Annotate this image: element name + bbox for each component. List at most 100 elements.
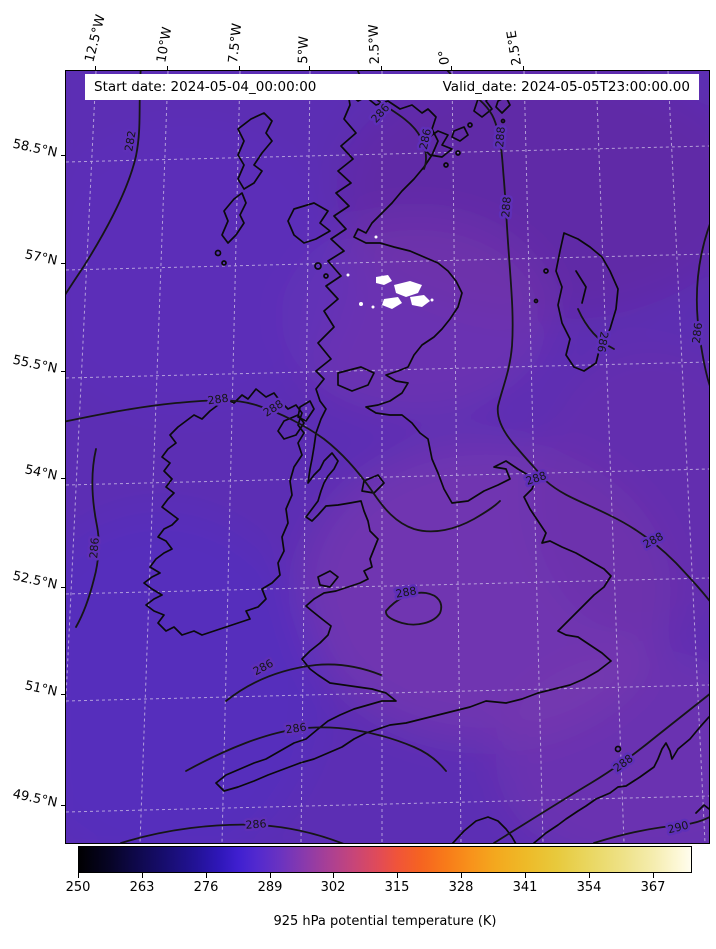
x-tick-mark (239, 66, 240, 70)
x-tick-mark (309, 66, 310, 70)
theta-contours (66, 71, 709, 843)
contour-288-midlands (385, 591, 443, 626)
contour-286-right-edge (695, 224, 709, 387)
valid-date-text: Valid_date: 2024-05-05T23:00:00.00 (442, 79, 690, 95)
coastline-orkney (451, 126, 469, 142)
x-tick-label: 2.5°E (504, 29, 526, 67)
missing-data-dot (371, 305, 375, 309)
coastline-norway (555, 232, 619, 372)
coastline-isle-of-man (361, 474, 385, 494)
x-tick-mark (167, 66, 168, 70)
coastline-great-britain (215, 92, 612, 792)
missing-data-patch (394, 281, 422, 297)
parallel-gridline (66, 795, 709, 813)
parallel-gridline (66, 577, 709, 595)
missing-data-patch (410, 295, 430, 307)
x-tick-label: 5°W (296, 35, 312, 64)
contour-label: 286 (690, 322, 705, 344)
contour-label: 288 (395, 584, 418, 600)
colorbar-tick-label: 302 (320, 880, 346, 895)
y-tick-label: 49.5°N (11, 786, 59, 811)
y-tick-mark (61, 694, 65, 695)
contour-286-south-ireland (225, 663, 382, 702)
x-tick-label: 7.5°W (226, 22, 246, 64)
colorbar-tick-label: 328 (448, 880, 474, 895)
missing-data-patch (376, 275, 392, 285)
contour-label: 288 (493, 126, 508, 148)
coastline-anglesey (317, 570, 339, 588)
x-tick-label: 10°W (154, 25, 176, 64)
parallel-gridline (66, 145, 709, 163)
field-patch (281, 216, 551, 416)
field-patch (66, 511, 321, 843)
colorbar-tick-mark (461, 873, 462, 878)
y-tick-mark (61, 371, 65, 372)
coastline-jura (297, 400, 315, 422)
colorbar-tick-mark (142, 873, 143, 878)
coastline-small-isle (314, 262, 322, 270)
coastlines (143, 82, 709, 843)
map-canvas-svg: 282 286 286 288 288 288 288 288 288 288 … (66, 71, 709, 843)
colorbar-gradient (78, 846, 692, 873)
contour-288-channel (493, 693, 709, 843)
contour-286-norway (577, 308, 615, 350)
coastline-channel-island (628, 758, 634, 764)
meridian-gridline (595, 71, 625, 843)
contour-label: 286 (245, 817, 267, 831)
coastline-channel-island (614, 745, 622, 753)
contour-288-west (66, 399, 501, 533)
y-tick-label: 51°N (23, 678, 59, 700)
x-tick-mark (523, 66, 524, 70)
colorbar-tick-mark (589, 873, 590, 878)
parallel-gridline (66, 684, 709, 702)
contour-label: 286 (285, 721, 308, 737)
coastline-mull (337, 366, 375, 392)
x-tick-label: 12.5°W (82, 13, 109, 64)
contour-label: 288 (207, 392, 230, 408)
y-tick-mark (61, 155, 65, 156)
meridian-gridline (300, 71, 311, 843)
coastline-france (533, 716, 709, 843)
coastline-cotentin (695, 804, 709, 814)
missing-data-patches (346, 235, 434, 309)
colorbar-tick-mark (206, 873, 207, 878)
x-tick-mark (95, 66, 96, 70)
meridian-gridline (221, 71, 241, 843)
meridian-gridline (523, 71, 544, 843)
y-tick-mark (61, 478, 65, 479)
y-tick-label: 54°N (23, 462, 59, 484)
colorbar-tick-label: 315 (384, 880, 410, 895)
contour-label: 282 (122, 130, 138, 153)
contour-288-east (446, 71, 709, 602)
y-tick-label: 55.5°N (11, 352, 59, 377)
colorbar-tick-label: 367 (640, 880, 666, 895)
coastline-small-isle (323, 273, 329, 279)
temperature-field (66, 71, 709, 843)
x-tick-label: 0° (436, 49, 454, 66)
field-patch (531, 341, 709, 641)
y-tick-label: 58.5°N (11, 136, 59, 161)
colorbar-tick-label: 289 (257, 880, 283, 895)
x-tick-mark (381, 66, 382, 70)
contour-label: 286 (87, 537, 102, 559)
meridian-gridline (66, 71, 97, 708)
y-tick-label: 57°N (23, 247, 59, 269)
coastline-small-isle (543, 268, 549, 274)
coastline-small-isle (500, 118, 506, 124)
field-patch (496, 651, 709, 843)
missing-data-patch (382, 297, 402, 309)
meridian-gridline (139, 71, 169, 843)
colorbar-tick-mark (333, 873, 334, 878)
coastline-fjord (575, 270, 587, 304)
coastline-small-isle (455, 150, 461, 156)
y-tick-mark (61, 805, 65, 806)
meridian-gridline (451, 71, 462, 843)
coastline-small-isle (533, 298, 539, 304)
missing-data-dot (359, 302, 363, 306)
parallel-gridline (66, 468, 709, 486)
coastline-small-isle (443, 162, 449, 168)
colorbar-tick-label: 354 (576, 880, 602, 895)
coastline-small-isle (221, 260, 227, 266)
contour-282 (66, 71, 142, 295)
